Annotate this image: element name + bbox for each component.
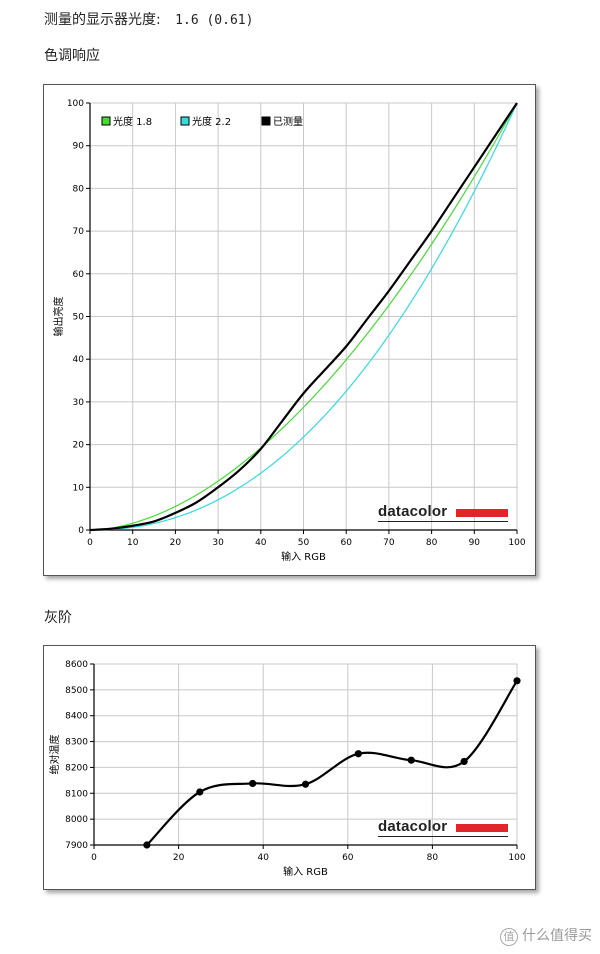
grayscale-point-1 [143,841,151,849]
y-tick-label: 60 [73,270,85,280]
y-tick-label: 0 [78,526,84,536]
datacolor-logo-bar [456,509,508,517]
legend-label-2: 光度 2.2 [192,115,231,128]
grayscale-point-4 [301,780,310,788]
legend-label-1: 光度 1.8 [113,115,152,128]
y-tick-label: 7900 [65,841,88,851]
grayscale-title: 灰阶 [44,610,72,626]
watermark-icon: 值 [500,928,518,946]
x-tick-label: 30 [212,538,224,548]
y-tick-label: 50 [73,313,85,323]
datacolor-logo-gray: datacolor [378,818,448,835]
tone-response-chart-panel: 0 10 20 30 40 50 60 70 80 90 100 0 10 20 30 40 50 60 70 80 9… [43,84,536,576]
y-tick-label: 8400 [65,712,88,722]
y-tick-label: 10 [73,483,85,493]
series-line-3 [89,102,518,532]
datacolor-logo: datacolor [378,503,448,520]
x-tick-label: 90 [469,538,481,548]
y-tick-label: 8000 [65,815,88,825]
y-tick-label: 100 [67,99,84,109]
y-axis-title: 绝对温度 [48,735,61,775]
y-tick-label: 40 [73,355,85,365]
x-tick-label: 10 [127,538,139,548]
legend-label-3: 已测量 [273,115,303,128]
y-tick-label: 8100 [65,789,88,799]
series-line-2 [89,102,518,531]
gamma-value: 1.6 (0.61) [175,13,254,28]
y-axis-title: 输出亮度 [52,297,65,337]
y-tick-label: 8600 [65,660,88,670]
gamma-measurement-line: 测量的显示器光度: 1.6 (0.61) [44,9,253,29]
grayscale-point-6 [407,756,415,764]
x-tick-label: 70 [383,538,395,548]
grayscale-point-7 [460,757,468,766]
y-tick-label: 70 [73,227,85,237]
x-tick-label: 80 [427,853,439,863]
x-axis-title: 输入 RGB [283,865,328,878]
series-line-1 [89,102,518,531]
x-tick-label: 20 [170,538,182,548]
x-axis-title: 输入 RGB [281,550,326,563]
grayscale-point-3 [249,779,257,788]
x-tick-label: 60 [342,853,354,863]
watermark-text: 什么值得买 [522,928,592,944]
grayscale-chart-panel: 0 20 40 60 80 100 7900 8000 8100 8200 8300 8400 8500… [43,645,536,890]
grayscale-point-2 [196,788,204,796]
legend-swatch-2 [180,116,190,126]
y-tick-label: 8500 [65,686,88,696]
y-tick-label: 8200 [65,763,88,773]
x-tick-label: 60 [340,538,352,548]
x-tick-label: 80 [426,538,438,548]
tone-response-title: 色调响应 [44,48,100,64]
x-tick-label: 40 [255,538,267,548]
watermark: 值什么值得买 [500,925,592,946]
x-tick-label: 0 [87,538,93,548]
x-tick-label: 40 [257,853,269,863]
tone-response-chart: 0 10 20 30 40 50 60 70 80 90 100 0 10 20 30 40 50 60 70 80 9… [52,99,526,563]
grayscale-point-8 [513,677,521,685]
y-tick-label: 20 [73,441,85,451]
y-tick-label: 80 [73,184,85,194]
y-tick-label: 90 [73,142,85,152]
x-tick-label: 50 [298,538,310,548]
legend-swatch-1 [101,116,111,126]
x-tick-label: 100 [508,538,525,548]
grayscale-point-5 [354,750,362,758]
grayscale-chart: 0 20 40 60 80 100 7900 8000 8100 8200 8300 8400 8500… [48,660,526,878]
y-tick-label: 8300 [65,738,88,748]
datacolor-logo-rule [378,521,508,522]
datacolor-logo-rule-gray [378,836,508,837]
x-tick-label: 20 [173,853,185,863]
gamma-label: 测量的显示器光度: [44,12,161,28]
x-tick-label: 100 [508,853,525,863]
x-tick-label: 0 [91,853,97,863]
legend-swatch-3 [261,116,271,126]
y-tick-label: 30 [73,398,85,408]
datacolor-logo-bar-gray [456,824,508,832]
